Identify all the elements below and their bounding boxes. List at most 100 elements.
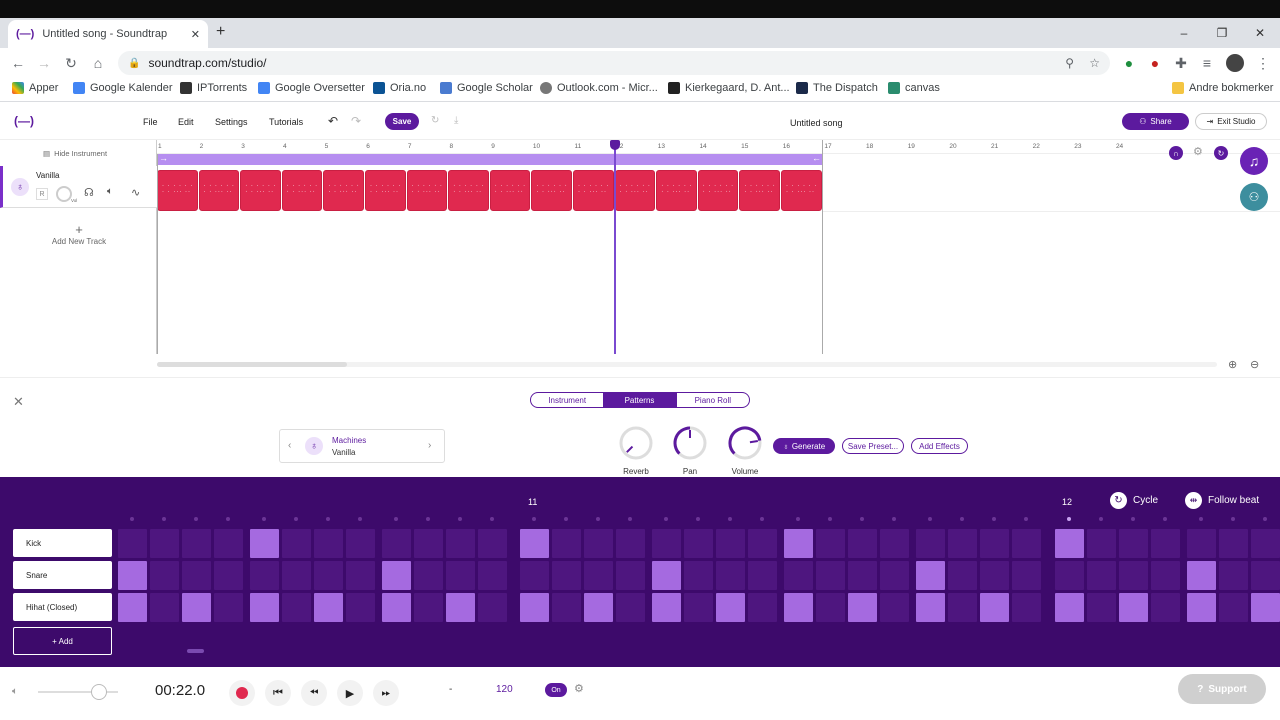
- step-cell[interactable]: [684, 529, 713, 558]
- step-cell[interactable]: [748, 593, 777, 622]
- step-cell[interactable]: [1251, 561, 1280, 590]
- share-button[interactable]: ⚇ Share: [1122, 113, 1189, 130]
- maximize-button[interactable]: ❐: [1216, 26, 1228, 40]
- bookmark-google-kalender[interactable]: Google Kalender: [73, 82, 173, 94]
- step-cell[interactable]: [880, 593, 909, 622]
- step-cell[interactable]: [816, 593, 845, 622]
- step-cell[interactable]: [150, 593, 179, 622]
- step-cell[interactable]: [150, 529, 179, 558]
- step-cell[interactable]: [748, 561, 777, 590]
- step-cell[interactable]: [784, 561, 813, 590]
- monitor-icon[interactable]: ∩: [1169, 146, 1183, 160]
- track-name[interactable]: Vanilla: [36, 171, 60, 180]
- step-cell[interactable]: [916, 561, 945, 590]
- step-cell[interactable]: [616, 529, 645, 558]
- step-cell[interactable]: [584, 593, 613, 622]
- step-cell[interactable]: [478, 561, 507, 590]
- step-cell[interactable]: [948, 593, 977, 622]
- profile-avatar[interactable]: [1224, 52, 1246, 74]
- url-field[interactable]: 🔒 soundtrap.com/studio/ ⚲ ☆: [118, 51, 1110, 75]
- pattern-clip[interactable]: · · · · · · · · ··· ··: [198, 170, 240, 211]
- step-cell[interactable]: [552, 593, 581, 622]
- save-button[interactable]: Save: [385, 113, 419, 130]
- reload-icon[interactable]: ↻: [65, 54, 77, 71]
- loop-refresh-icon[interactable]: ↻: [1214, 146, 1228, 160]
- sync-icon[interactable]: ↻: [431, 115, 440, 126]
- instrument-selector[interactable]: ‹ ♁ Machines Vanilla ›: [279, 429, 445, 463]
- step-cell[interactable]: [1151, 529, 1180, 558]
- step-cell[interactable]: [1251, 593, 1280, 622]
- mute-icon[interactable]: 🔈︎: [107, 186, 113, 197]
- follow-beat-toggle[interactable]: ⇹ Follow beat: [1185, 492, 1259, 509]
- star-icon[interactable]: ☆: [1089, 56, 1100, 70]
- browser-menu-icon[interactable]: ⋮: [1256, 54, 1270, 71]
- play-button[interactable]: ▶︎: [337, 680, 363, 706]
- step-cell[interactable]: [314, 561, 343, 590]
- pattern-clip[interactable]: · · · · · · · · ··· ··: [281, 170, 323, 211]
- pattern-clip[interactable]: · · · · · · · · ··· ··: [323, 170, 364, 211]
- instrument-row-label[interactable]: Hihat (Closed): [13, 593, 112, 621]
- step-cell[interactable]: [1119, 529, 1148, 558]
- settings-gear-icon[interactable]: ⚙: [1193, 146, 1203, 158]
- metronome-settings-icon[interactable]: ⚙: [574, 683, 584, 695]
- step-cell[interactable]: [1055, 593, 1084, 622]
- step-cell[interactable]: [584, 529, 613, 558]
- loop-region[interactable]: → ←: [157, 153, 823, 165]
- step-cell[interactable]: [716, 561, 745, 590]
- volume-slider-thumb[interactable]: [91, 684, 107, 700]
- bookmark-google-scholar[interactable]: Google Scholar: [440, 82, 533, 94]
- loop-end-arrow-icon[interactable]: ←: [812, 153, 821, 163]
- step-cell[interactable]: [214, 561, 243, 590]
- step-cell[interactable]: [616, 561, 645, 590]
- bookmark-oria[interactable]: Oria.no: [373, 82, 426, 94]
- loop-start-arrow-icon[interactable]: →: [159, 153, 168, 163]
- record-button[interactable]: [229, 680, 255, 706]
- step-cell[interactable]: [1087, 593, 1116, 622]
- bookmark-the-dispatch[interactable]: The Dispatch: [796, 82, 878, 94]
- step-cell[interactable]: [446, 529, 475, 558]
- forward-icon[interactable]: →: [37, 55, 51, 71]
- step-cell[interactable]: [552, 561, 581, 590]
- step-cell[interactable]: [250, 529, 279, 558]
- step-cell[interactable]: [816, 561, 845, 590]
- playhead-handle[interactable]: [610, 140, 620, 150]
- pattern-clip[interactable]: · · · · · · · · ··· ··: [531, 170, 572, 211]
- knob-reverb[interactable]: Reverb: [611, 426, 661, 476]
- menu-tutorials[interactable]: Tutorials: [269, 117, 304, 127]
- rewind-button[interactable]: ⏪︎: [301, 680, 327, 706]
- add-new-track-button[interactable]: + Add New Track: [44, 222, 114, 246]
- step-cell[interactable]: [652, 593, 681, 622]
- reverb-knob-dial[interactable]: [611, 426, 661, 462]
- step-cell[interactable]: [584, 561, 613, 590]
- step-cell[interactable]: [1187, 593, 1216, 622]
- pattern-clip[interactable]: · · · · · · · · ··· ··: [781, 170, 822, 211]
- step-cell[interactable]: [282, 529, 311, 558]
- step-cell[interactable]: [1151, 561, 1180, 590]
- timeline[interactable]: 123456789101112131415161718192021222324 …: [157, 140, 1280, 371]
- bookmark-outlook[interactable]: Outlook.com - Micr...: [540, 82, 658, 94]
- record-arm-button[interactable]: R: [36, 188, 48, 200]
- pattern-clip[interactable]: · · · · · · · · ··· ··: [573, 170, 614, 211]
- step-cell[interactable]: [346, 529, 375, 558]
- track-header-vanilla[interactable]: ♁ Vanilla R Vol ☊ 🔈︎ ∿: [0, 166, 157, 208]
- speaker-icon[interactable]: 🔈︎: [12, 686, 18, 697]
- step-cell[interactable]: [282, 561, 311, 590]
- new-tab-button[interactable]: +: [216, 23, 226, 40]
- instrument-row-label[interactable]: Kick: [13, 529, 112, 557]
- back-icon[interactable]: ←: [11, 55, 25, 71]
- menu-settings[interactable]: Settings: [215, 117, 248, 127]
- step-cell[interactable]: [1251, 529, 1280, 558]
- step-cell[interactable]: [848, 593, 877, 622]
- step-cell[interactable]: [716, 593, 745, 622]
- support-button[interactable]: ? Support: [1178, 674, 1266, 704]
- hide-instrument-toggle[interactable]: ▤ Hide Instrument: [43, 149, 108, 158]
- generate-button[interactable]: ♁ Generate: [773, 438, 835, 454]
- cycle-toggle[interactable]: ↻ Cycle: [1110, 492, 1158, 509]
- pattern-clip[interactable]: · · · · · · · · ··· ··: [697, 170, 739, 211]
- step-cell[interactable]: [414, 561, 443, 590]
- volume-knob[interactable]: [56, 186, 72, 202]
- step-cell[interactable]: [520, 529, 549, 558]
- step-cell[interactable]: [282, 593, 311, 622]
- song-title[interactable]: Untitled song: [790, 118, 843, 128]
- key-display[interactable]: -: [449, 684, 453, 695]
